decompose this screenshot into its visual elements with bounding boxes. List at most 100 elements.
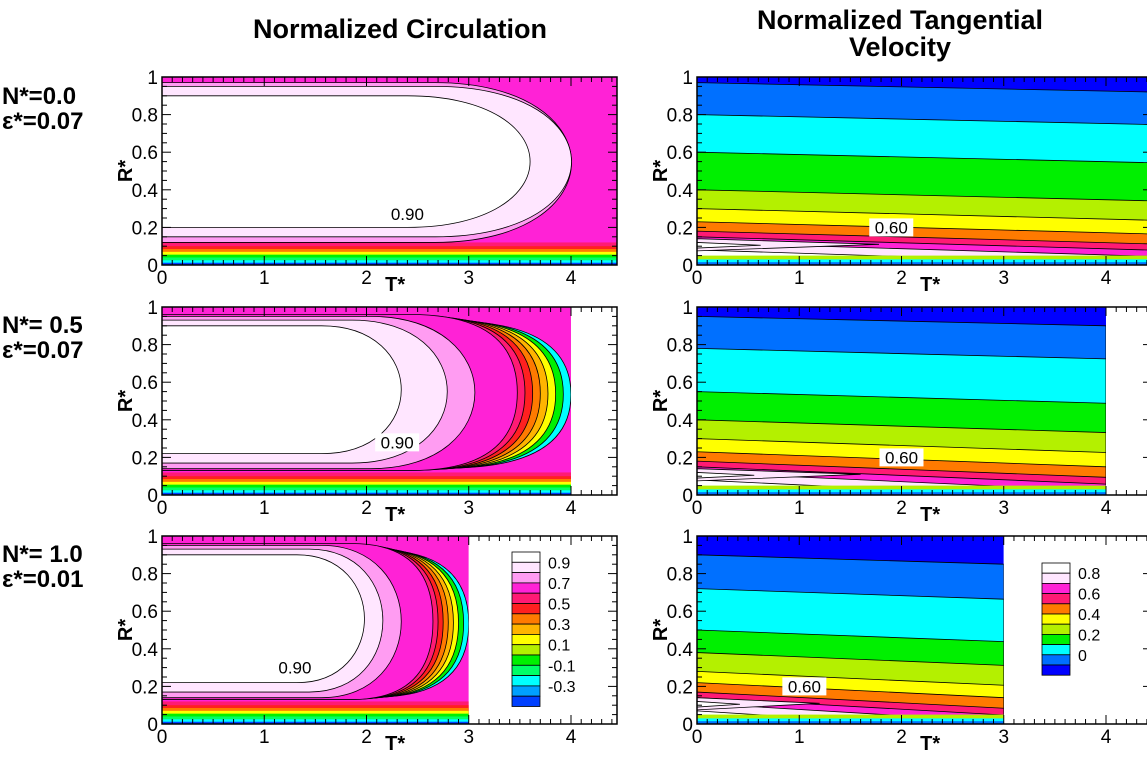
y-tick-label: 0.4 [667,181,694,202]
x-tick-label: 4 [566,268,577,289]
y-tick-label: 0 [682,715,693,736]
contour-fill [697,77,1147,265]
contour-band [162,262,617,265]
legend-label: -0.3 [548,679,576,696]
y-tick-label: 0.4 [667,640,694,661]
legend-label: 0.1 [548,638,570,655]
x-tick-label: 1 [259,498,270,519]
y-tick-label: 0.2 [667,218,693,239]
y-axis-label: R* [115,619,137,641]
legend-swatch [1041,623,1071,635]
x-tick-label: 3 [998,498,1009,519]
y-tick-label: 0.8 [132,336,158,357]
x-tick-label: 0 [157,268,168,289]
contour-region [697,472,755,479]
x-axis-label: T* [385,733,405,755]
legend-swatch [511,634,541,646]
right-title-line1: Normalized Tangential [756,5,1044,35]
legend-swatch [1041,562,1071,574]
row-2-label: N*= 0.5 ε*=0.07 [2,313,83,363]
contour-fill [162,536,469,724]
legend-swatch [511,654,541,666]
x-tick-label: 2 [361,727,372,748]
legend-swatch [1041,593,1071,605]
y-tick-label: 0.4 [667,411,694,432]
y-tick-label: 0.2 [132,448,158,469]
contour-fill [162,307,571,495]
legend-swatch [511,582,541,594]
y-tick-label: 1 [147,68,158,89]
legend-swatch [1041,654,1071,666]
legend-swatch [511,603,541,615]
y-tick-label: 0 [682,256,693,277]
contour-label: 0.90 [278,659,311,678]
row-3-n: N*= 1.0 [2,541,83,568]
x-tick-label: 2 [361,498,372,519]
y-tick-label: 0.6 [132,602,158,623]
y-tick-label: 0.6 [132,373,158,394]
x-tick-label: 3 [463,268,474,289]
y-tick-label: 0.8 [667,336,693,357]
y-tick-label: 0.4 [132,640,159,661]
x-axis-label: T* [920,504,940,526]
right-title-line2: Velocity [848,32,952,62]
contour-fill [697,536,1004,724]
chart-panel-4: 0.90 0 1 2 3 4 0 0.2 0.4 0.6 0.8 1 T* R* [115,527,618,755]
x-tick-label: 4 [566,498,577,519]
contour-region [697,242,761,249]
legend-swatch [511,675,541,687]
x-axis-label: T* [385,504,405,526]
legend-label: 0.6 [1078,587,1100,604]
x-tick-label: 2 [361,268,372,289]
legend-label: 0.5 [548,597,570,614]
legend-swatch [1041,572,1071,584]
y-tick-label: 0.8 [132,565,158,586]
x-tick-label: 4 [1101,727,1112,748]
legend-label: 0.4 [1078,607,1100,624]
chart-panel-3: 0.60 0 1 2 3 4 0 0.2 0.4 0.6 0.8 1 T* R* [650,298,1147,526]
x-tick-label: 0 [157,498,168,519]
legend-swatch [511,592,541,604]
y-tick-label: 0.8 [667,565,693,586]
y-tick-label: 1 [147,527,158,548]
y-tick-label: 0 [682,486,693,507]
x-tick-label: 3 [998,727,1009,748]
contour-label: 0.90 [391,205,424,224]
y-tick-label: 1 [682,68,693,89]
contour-band [162,260,617,265]
contour-region [162,95,531,228]
row-1-label: N*=0.0 ε*=0.07 [2,84,83,134]
legend-label: 0.3 [548,617,570,634]
legend-swatch [1041,634,1071,646]
contour-label-bg [869,218,914,237]
contour-region [697,238,880,252]
y-axis-label: R* [115,390,137,412]
x-tick-label: 0 [692,727,703,748]
contour-label-bg [272,658,317,677]
chart-panel-0: 0.90 0 1 2 3 4 0 0.2 0.4 0.6 0.8 1 T* R* [115,68,618,296]
legend-swatch [511,644,541,656]
y-tick-label: 0.2 [132,677,158,698]
legend-swatch [1041,664,1071,676]
chart-panel-5: 0.600 1 2 3 400.20.40.60.81T*R* [650,527,1147,755]
y-axis-label: R* [650,390,672,412]
row-2-eps: ε*=0.07 [2,337,84,364]
y-axis-label: R* [115,160,137,182]
x-tick-label: 3 [998,268,1009,289]
contour-label: 0.90 [381,433,414,452]
y-tick-label: 0.6 [667,373,693,394]
y-tick-label: 0 [147,256,158,277]
y-tick-label: 0.2 [667,677,693,698]
legend-swatch [511,623,541,635]
right-column-title: Normalized Tangential Velocity [680,7,1120,61]
x-tick-label: 1 [794,498,805,519]
x-tick-label: 1 [794,268,805,289]
contour-label-bg [385,205,430,224]
row-1-n: N*=0.0 [2,83,77,110]
chart-panel-2: 0.90 0 1 2 3 4 0 0.2 0.4 0.6 0.8 1 T* R* [115,298,618,526]
x-tick-label: 4 [1101,268,1112,289]
x-tick-label: 1 [794,727,805,748]
legend-swatch [511,685,541,697]
legend-label: 0.9 [548,555,570,572]
contour-region [697,701,740,708]
